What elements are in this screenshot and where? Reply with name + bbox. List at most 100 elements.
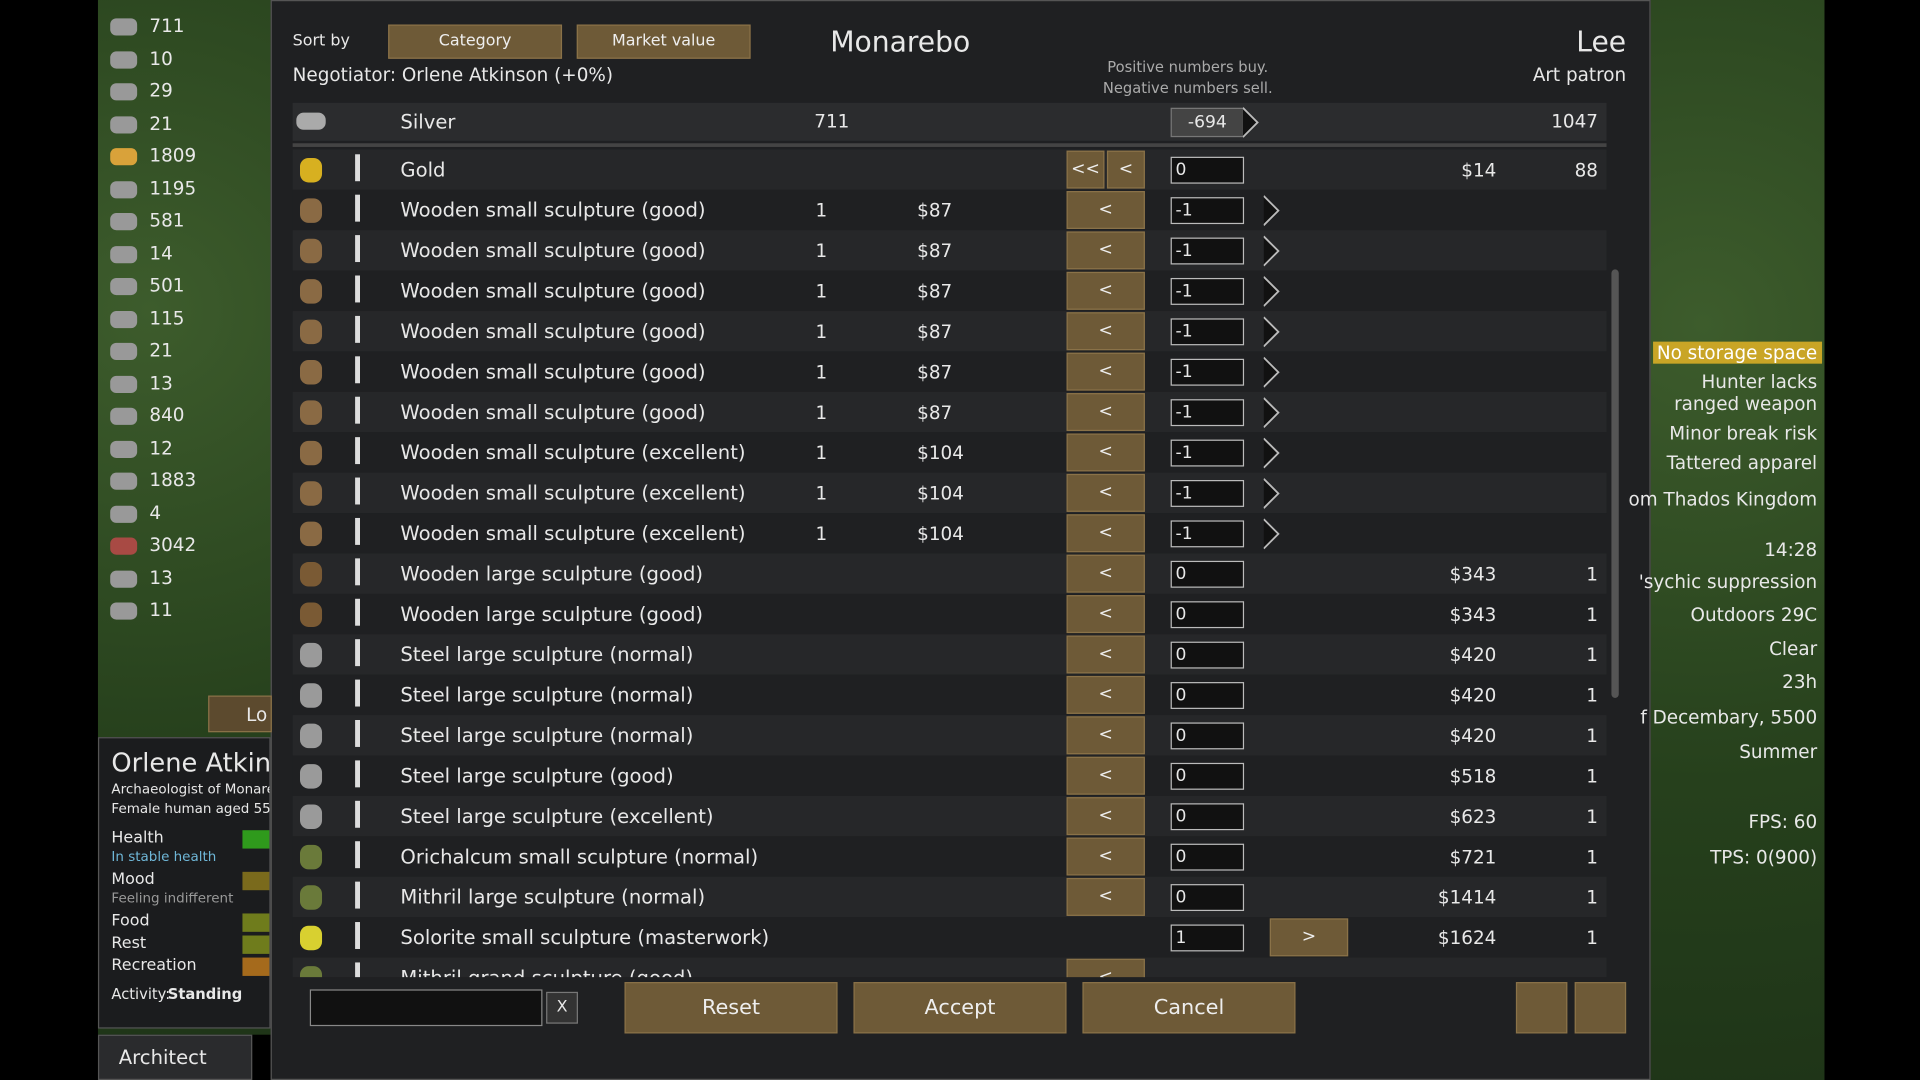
transfer-button[interactable]: < [1066,635,1145,674]
item-icon [300,319,323,345]
resource-icon [110,375,138,393]
action-button[interactable]: Accept [853,982,1067,1034]
transfer-button[interactable]: < [1066,675,1145,714]
amount-input[interactable]: -1 [1170,480,1245,507]
side-button[interactable]: Lo [208,695,272,733]
transfer-button[interactable]: < [1066,271,1145,310]
resource-count: 581 [149,209,185,232]
transfer-button[interactable]: < [1106,150,1145,189]
trader-count: 1 [1586,805,1598,828]
transfer-button[interactable]: < [1066,393,1145,432]
transfer-button[interactable]: < [1066,473,1145,512]
resource-icon [110,472,138,490]
info-icon [355,396,370,424]
item-icon [300,925,323,951]
transfer-button[interactable]: > [1269,918,1349,957]
item-icon [300,966,323,978]
transfer-button[interactable]: < [1066,595,1145,634]
amount-input[interactable]: 0 [1170,762,1245,790]
amount-input[interactable]: 0 [1170,722,1245,750]
resource-icon [110,50,138,68]
resource-icon [110,18,138,36]
trader-count: 1 [1586,765,1598,788]
trader-count: 1 [1586,724,1598,747]
item-name: Steel large sculpture (normal) [400,642,694,667]
amount-input[interactable]: 0 [1170,843,1245,871]
info-icon [355,922,370,949]
amount-input[interactable]: -1 [1170,520,1245,548]
info-icon [355,194,370,222]
colony-price: $87 [917,199,953,222]
amount-input[interactable]: -1 [1170,439,1245,467]
transfer-button[interactable]: < [1066,877,1145,916]
resource-count: 21 [149,339,173,362]
amount-input[interactable]: 0 [1170,884,1245,912]
clear-button[interactable]: X [546,991,578,1024]
transfer-button[interactable]: < [1066,837,1145,876]
amount-input[interactable]: 0 [1170,641,1245,669]
item-icon [300,481,323,506]
amount-input[interactable]: 0 [1170,601,1245,629]
transfer-button[interactable]: < [1066,756,1145,795]
resource-icon [110,602,138,620]
trader-price: $1414 [1437,886,1497,909]
resource-icon [110,342,138,361]
resource-count: 11 [149,598,173,621]
alert: Tattered apparel [1666,451,1818,474]
info-icon [355,517,370,545]
transfer-button[interactable]: < [1066,191,1145,229]
transfer-button[interactable]: < [1066,554,1145,593]
transfer-button[interactable]: < [1066,433,1145,472]
sort-label: Sort by [292,31,350,51]
transfer-button[interactable]: < [1066,514,1145,553]
icon-button[interactable] [1574,982,1627,1034]
item-name: Wooden small sculpture (good) [400,360,706,384]
amount-input[interactable]: 0 [1170,156,1245,184]
amount-input[interactable]: -1 [1170,237,1245,265]
trader-price: $721 [1449,846,1497,869]
amount-input[interactable]: 0 [1170,803,1245,831]
search-box[interactable] [309,989,543,1027]
action-button[interactable]: Cancel [1082,982,1296,1034]
trader-count: 1 [1586,846,1598,869]
need-status: Feeling indifferent [111,890,234,907]
transfer-button[interactable]: < [1066,716,1145,755]
sort-button[interactable]: Category [388,24,563,59]
transfer-button[interactable]: < [1066,352,1145,391]
item-name: Gold [400,157,446,182]
action-button[interactable]: Reset [624,982,838,1034]
item-icon [296,112,326,130]
trader-price: $518 [1449,765,1497,788]
arrow-tip [1263,437,1280,469]
amount-input[interactable]: 0 [1170,560,1245,588]
amount-input[interactable]: -1 [1170,358,1245,386]
sort-button[interactable]: Market value [576,24,751,59]
amount-input[interactable]: 0 [1170,682,1245,709]
trade-row: Wooden small sculpture (excellent) 1 $104 <… [292,472,1607,514]
amount-input[interactable]: -1 [1170,399,1245,427]
need-label: Rest [111,934,147,953]
item-icon [300,400,323,425]
arrow-tip [1263,195,1280,226]
info-icon [355,962,370,978]
need-bar [242,913,270,932]
need-label: Food [111,912,150,931]
transfer-button[interactable]: < [1066,231,1145,270]
transfer-button[interactable]: < [1066,797,1145,836]
transfer-button[interactable]: < [1066,958,1145,978]
hint: Negative numbers sell. [1102,79,1273,97]
icon-button[interactable] [1515,982,1568,1034]
architect-tab[interactable]: Architect [97,1034,253,1080]
amount-input[interactable]: 1 [1170,924,1245,952]
hint: Positive numbers buy. [1107,58,1269,76]
trader-count: 1 [1586,684,1598,707]
resource-count: 711 [149,14,185,37]
transfer-button[interactable]: < [1066,312,1145,351]
amount-input[interactable]: -1 [1170,318,1245,346]
amount-input[interactable]: -1 [1170,277,1245,305]
item-icon [300,804,323,829]
amount-input[interactable]: -1 [1170,197,1245,225]
transfer-button[interactable]: << [1066,150,1105,189]
trader-price: $420 [1449,684,1497,707]
amount-input[interactable]: -694 [1170,107,1245,138]
